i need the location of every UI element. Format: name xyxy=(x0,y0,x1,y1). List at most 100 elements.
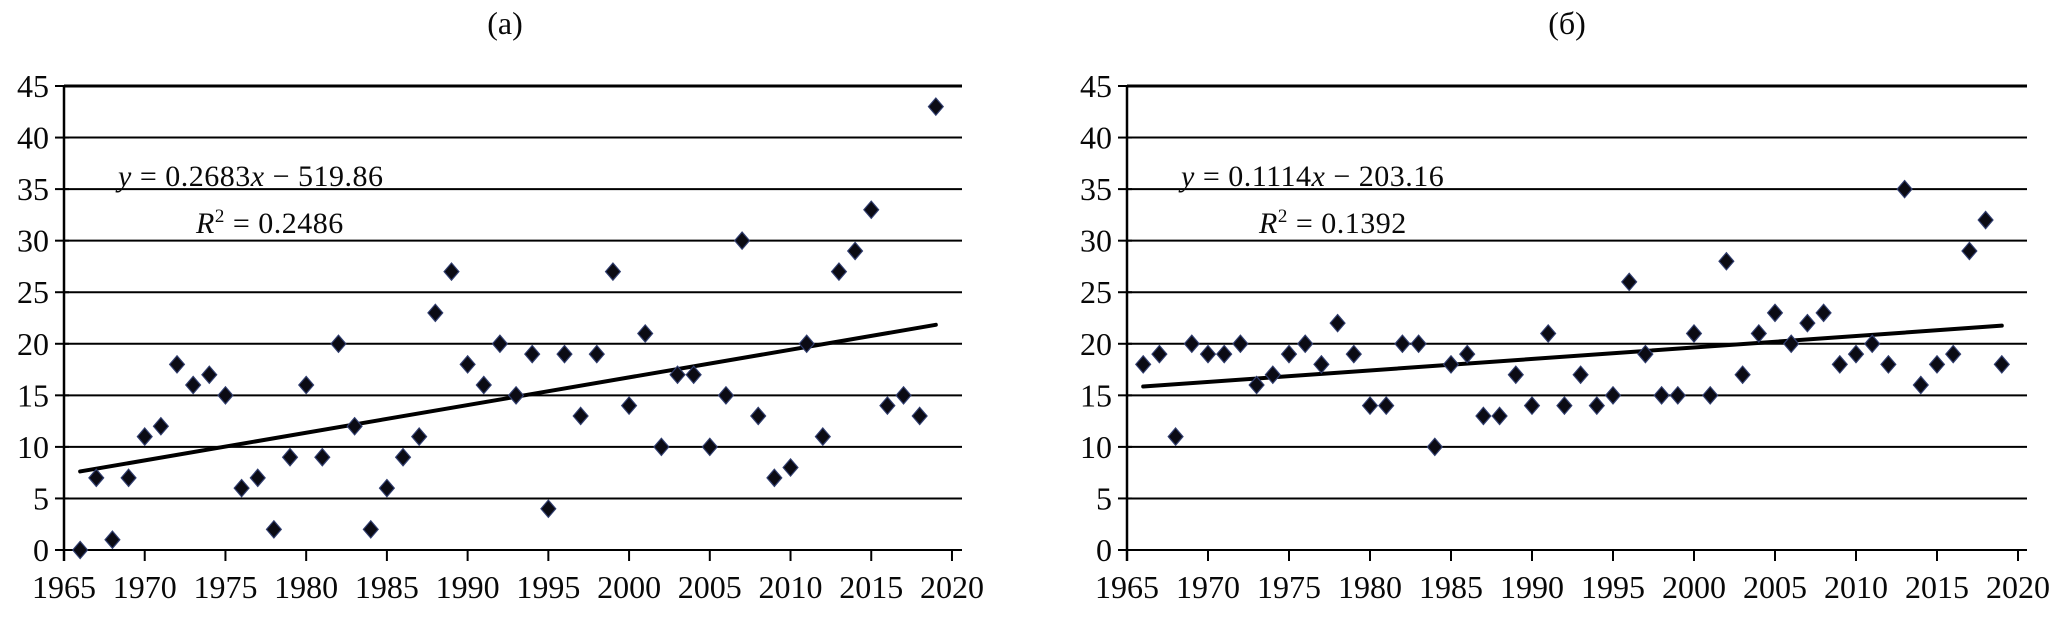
x-axis-label: 1995 xyxy=(1581,569,1645,605)
equation-x-variable: x xyxy=(250,160,265,193)
data-point xyxy=(1410,334,1427,354)
data-point xyxy=(927,97,945,117)
x-axis-label: 2020 xyxy=(920,569,984,605)
data-point xyxy=(1766,303,1784,323)
x-axis-label: 2000 xyxy=(597,569,661,605)
data-point xyxy=(1459,344,1476,364)
data-point xyxy=(1588,396,1605,416)
x-axis-label: 1975 xyxy=(193,569,257,605)
equation-intercept-part: − 519.86 xyxy=(264,160,384,193)
data-point xyxy=(1216,344,1233,364)
y-axis-label: 10 xyxy=(17,429,49,465)
data-point xyxy=(152,416,170,436)
panel-title-b: (б) xyxy=(1548,5,1586,41)
y-axis-label: 40 xyxy=(17,120,49,156)
data-point xyxy=(1232,334,1249,354)
data-point xyxy=(895,385,912,405)
x-axis-label: 1980 xyxy=(274,569,338,605)
data-point xyxy=(330,334,347,354)
x-axis-label: 2000 xyxy=(1662,569,1726,605)
data-point xyxy=(863,200,880,220)
r-superscript: 2 xyxy=(214,206,225,227)
y-axis-label: 25 xyxy=(1080,274,1112,310)
data-point xyxy=(1864,334,1881,354)
data-point xyxy=(1491,406,1508,426)
data-point xyxy=(1167,427,1184,447)
equation-y-variable: y xyxy=(1181,160,1195,193)
equation-slope-part: = 0.1114 xyxy=(1194,160,1312,193)
data-point xyxy=(846,241,864,261)
x-axis-label: 1965 xyxy=(32,569,96,605)
data-point xyxy=(1653,385,1670,405)
data-point xyxy=(1426,437,1443,457)
data-point xyxy=(1442,354,1460,374)
data-point xyxy=(830,262,848,282)
data-point xyxy=(1637,344,1654,364)
x-axis-label: 1975 xyxy=(1257,569,1321,605)
data-point xyxy=(1329,313,1346,333)
chart-panel-b: 0 5 10 15 20 25 30 35 40 45 1965 1970 1975 1980 1985 19… xyxy=(1035,0,2070,631)
data-point xyxy=(1297,334,1314,354)
data-point xyxy=(1378,396,1395,416)
data-point xyxy=(637,323,654,343)
trend-line xyxy=(78,322,938,474)
data-point xyxy=(604,262,622,282)
y-axis-label: 0 xyxy=(33,532,49,568)
x-axis-label: 2010 xyxy=(1824,569,1888,605)
data-point xyxy=(120,468,137,488)
data-point xyxy=(911,406,928,426)
data-point xyxy=(1912,375,1929,395)
r-squared-label-b: R2 = 0.1392 xyxy=(1259,207,1407,240)
data-point xyxy=(314,447,331,467)
data-point xyxy=(814,427,832,447)
r-variable: R xyxy=(1259,207,1278,240)
data-point xyxy=(88,468,105,488)
y-axis-label: 20 xyxy=(17,326,49,362)
data-point xyxy=(1799,313,1816,333)
data-point xyxy=(766,468,783,488)
data-point xyxy=(184,375,202,395)
data-point xyxy=(281,447,299,467)
equation-slope-part: = 0.2683 xyxy=(131,160,251,193)
y-axis-label: 30 xyxy=(17,223,49,259)
data-point xyxy=(1248,375,1265,395)
data-point xyxy=(1523,396,1541,416)
data-point xyxy=(1199,344,1217,364)
x-axis-label: 1990 xyxy=(1500,569,1564,605)
data-point xyxy=(1993,354,2010,374)
data-point xyxy=(879,396,896,416)
data-point xyxy=(233,478,250,498)
y-axis-label: 20 xyxy=(1080,326,1112,362)
data-point xyxy=(71,540,89,560)
data-point xyxy=(1945,344,1962,364)
y-axis-label: 35 xyxy=(1080,171,1112,207)
chart-panel-a: 0 5 10 15 20 25 30 35 40 45 1965 1970 1975 1980 1985 19… xyxy=(17,5,984,605)
data-point xyxy=(653,437,670,457)
data-point xyxy=(1961,241,1978,261)
data-point xyxy=(394,447,412,467)
x-axis-label: 2005 xyxy=(678,569,742,605)
data-point xyxy=(1264,365,1281,385)
r-superscript: 2 xyxy=(1277,206,1288,227)
data-point xyxy=(297,375,315,395)
data-point xyxy=(1783,334,1800,354)
data-point xyxy=(733,231,751,251)
data-point xyxy=(1896,179,1913,199)
y-axis-label: 5 xyxy=(33,480,49,516)
data-point xyxy=(136,427,153,447)
panel-title-a: (а) xyxy=(487,5,523,41)
data-point xyxy=(524,344,541,364)
x-axis-label: 2005 xyxy=(1743,569,1807,605)
trend-equation-b: y = 0.1114x − 203.16 xyxy=(1181,160,1444,193)
y-axis-label: 5 xyxy=(1096,480,1112,516)
data-point xyxy=(1313,354,1330,374)
data-point xyxy=(507,385,525,405)
data-point xyxy=(459,354,476,374)
data-point xyxy=(1815,303,1832,323)
data-point xyxy=(556,344,573,364)
r-variable: R xyxy=(196,207,215,240)
data-point xyxy=(475,375,492,395)
trend-equation-a: y = 0.2683x − 519.86 xyxy=(118,160,384,193)
x-axis-label: 1985 xyxy=(1419,569,1483,605)
data-point xyxy=(1507,365,1524,385)
